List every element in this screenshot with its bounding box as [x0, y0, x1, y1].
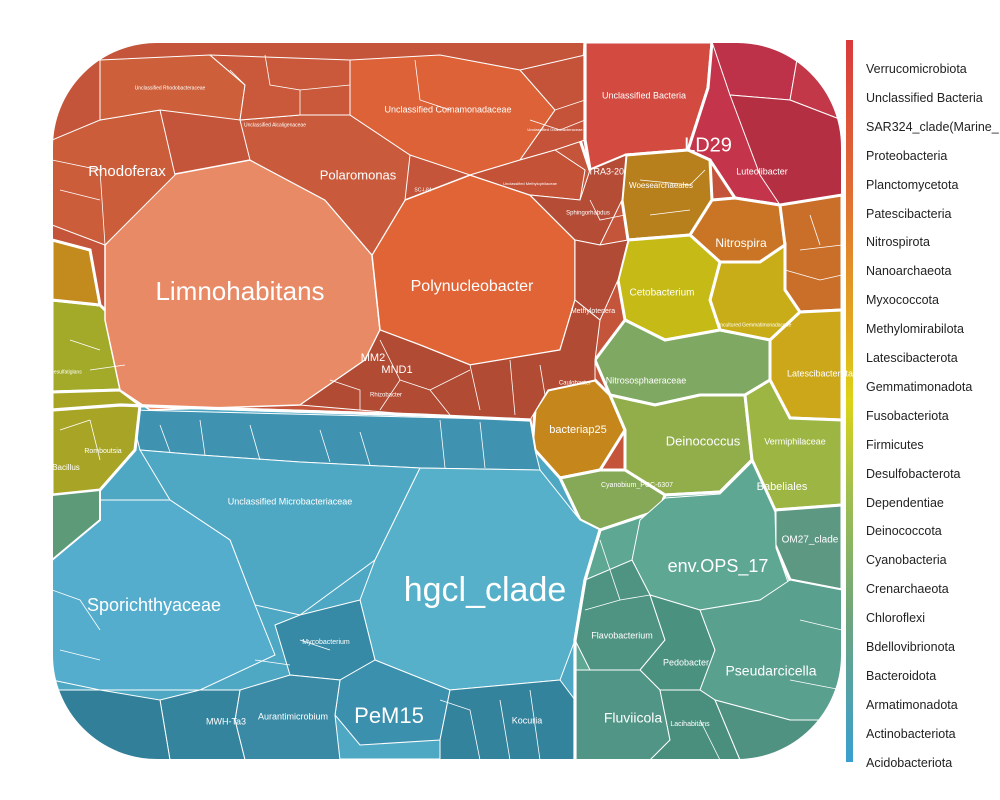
- cell-label: Deinococcus: [666, 433, 741, 448]
- cell-label: OM27_clade: [782, 535, 839, 546]
- cell-label: MWH-Ta3: [206, 716, 246, 726]
- cell-actino-koc: [439, 679, 576, 760]
- phylum-borders: [52, 42, 602, 760]
- cell-label: Unclassified Microbacteriaceae: [228, 496, 353, 506]
- cell-label: Limnohabitans: [155, 276, 324, 306]
- cell-label: Sporichthyaceae: [87, 595, 221, 615]
- cell-label: Latescibacterota: [787, 368, 853, 378]
- cell-label: Romboutsia: [84, 448, 121, 455]
- cell-label: Unclassified Methylophilaceae: [503, 181, 558, 186]
- cell-label: Unclassified Oxalobacteraceae: [527, 127, 583, 132]
- cell-label: LD29: [684, 134, 732, 156]
- cell-label: Mycobacterium: [302, 639, 350, 646]
- cell-label: Cetobacterium: [629, 288, 694, 299]
- cell-label: Methylotenera: [571, 308, 615, 315]
- cell-label: Nitrososphaeraceae: [606, 375, 687, 385]
- cell-label: Babeliales: [757, 481, 808, 493]
- cell-verruco-3: [729, 94, 842, 206]
- cell-label: Polynucleobacter: [411, 278, 534, 295]
- cell-label: TRA3-20: [588, 166, 624, 176]
- region-myxo-left: [52, 238, 102, 307]
- cell-label: bacteriap25: [549, 424, 607, 436]
- cell-label: hgcl_clade: [404, 571, 567, 609]
- cell-label: Kocuria: [512, 715, 543, 725]
- cell-label: Aurantimicrobium: [258, 711, 328, 721]
- cell-label: Flavobacterium: [591, 630, 653, 640]
- cell-bacteroid-laci: [648, 689, 741, 760]
- cell-label: Rhodoferax: [88, 163, 166, 180]
- treemap-outline: [51, 41, 843, 761]
- legend-colorbar: [846, 40, 853, 762]
- cell-label: Nitrospira: [715, 236, 767, 250]
- cell-label: Desulfatiglans: [50, 369, 82, 375]
- cell-label: Sphingorhabdus: [566, 211, 610, 217]
- cell-label: Unclassified Comamonadaceae: [384, 104, 511, 114]
- cell-label: SC-I-84: [414, 187, 431, 193]
- cell-label: Luteolibacter: [736, 166, 788, 176]
- cell-actino-sporich: [52, 499, 276, 691]
- cell-label: Vermiphilaceae: [764, 436, 826, 446]
- cell-label: Caulobacter: [559, 381, 591, 387]
- cell-label: Unclassified Alcaligenaceae: [244, 122, 306, 128]
- cell-label: Cyanobium_PCC-6307: [601, 482, 673, 489]
- region-crenarchaeota-left: [52, 488, 101, 563]
- cell-label: Unclassified Rhodobacteraceae: [135, 85, 206, 91]
- cell-label: Bacillus: [52, 463, 80, 472]
- cell-label: PeM15: [354, 703, 424, 728]
- cell-actino-mwh: [159, 689, 246, 760]
- cell-label: MND1: [381, 364, 412, 376]
- cell-label: Lacihabitans: [670, 721, 710, 728]
- cell-label: env.OPS_17: [668, 556, 769, 577]
- cell-label: Pedobacter: [663, 657, 709, 667]
- cell-label: Polaromonas: [320, 167, 397, 182]
- cell-label: Uncultured Gemmatimonadaceae: [717, 322, 792, 328]
- mosaic-lines: [52, 54, 842, 760]
- cell-label: Rhizobacter: [370, 393, 402, 399]
- cell-label: Unclassified Bacteria: [602, 90, 686, 100]
- cell-label: Pseudarcicella: [725, 663, 816, 679]
- cell-label: MM2: [361, 352, 385, 364]
- cell-label: Woesearchaeales: [629, 181, 693, 190]
- cell-actino-hgcl: [359, 467, 601, 691]
- cell-label: Fluviicola: [604, 710, 663, 726]
